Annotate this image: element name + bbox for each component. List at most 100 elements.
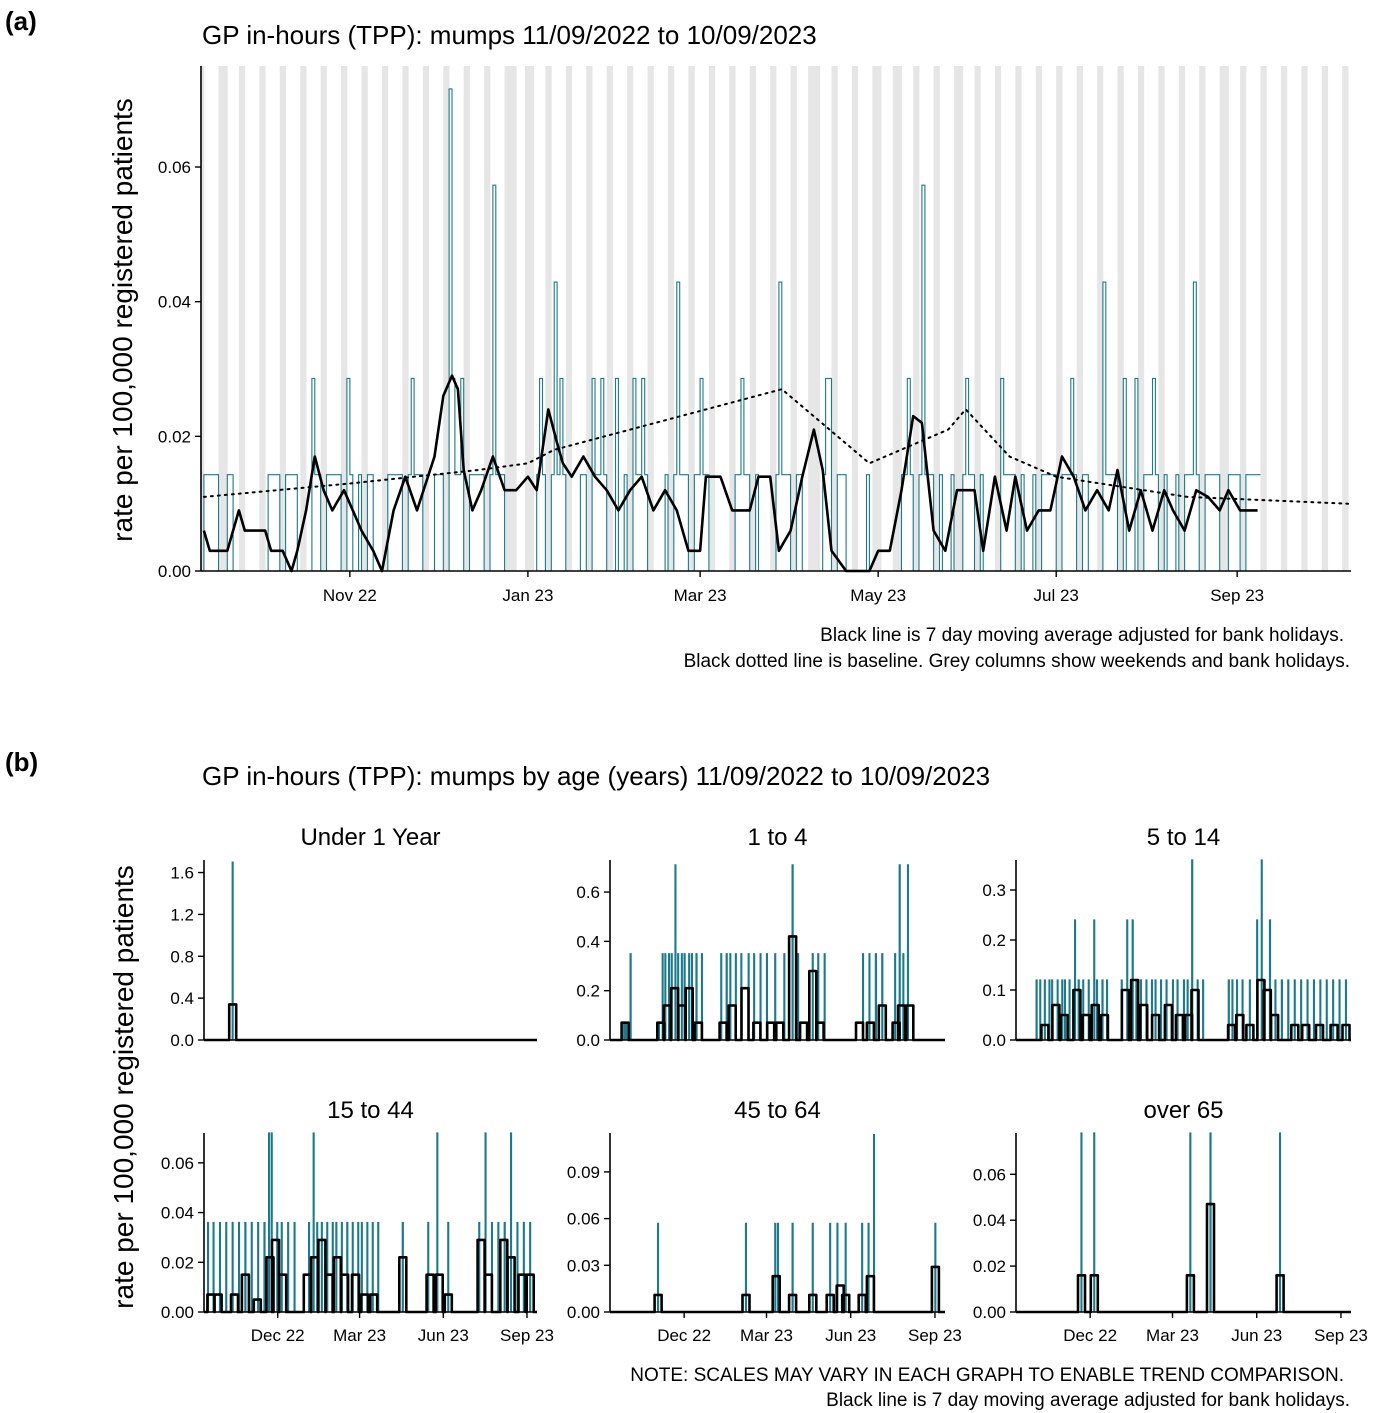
panel-a-caption-line-1: Black line is 7 day moving average adjus… [820, 625, 1344, 646]
daily-spike [280, 1221, 283, 1312]
daily-spike [1300, 979, 1303, 1040]
x-tick-label: Mar 23 [740, 1326, 793, 1345]
daily-spike [276, 1221, 279, 1312]
daily-spike [503, 1221, 506, 1312]
weekend-column [708, 66, 713, 571]
weekend-column [1222, 66, 1226, 571]
daily-spike [811, 953, 814, 1040]
daily-spike [1068, 979, 1071, 1040]
facet-title: 1 to 4 [747, 824, 807, 851]
weekend-column [466, 66, 470, 571]
daily-spike [674, 864, 677, 1040]
weekend-column [341, 66, 345, 571]
daily-spike [360, 1221, 363, 1312]
weekend-column [513, 66, 517, 571]
weekend-column [530, 66, 535, 571]
weekend-column [1035, 66, 1040, 571]
daily-spike [1106, 979, 1109, 1040]
daily-spike [244, 1221, 247, 1312]
baseline-dotted-line [202, 388, 1350, 505]
y-tick-label: 0.00 [161, 1303, 194, 1322]
y-tick-label: 0.6 [576, 883, 600, 902]
x-tick-label: Jun 23 [418, 1326, 469, 1345]
daily-spike [1279, 1132, 1282, 1312]
weekend-column [1076, 66, 1080, 571]
facet-title: 45 to 64 [734, 1097, 821, 1124]
weekend-column [808, 66, 812, 571]
weekend-column [668, 66, 672, 571]
daily-spike [263, 1221, 266, 1312]
weekend-column [586, 66, 590, 571]
facet-title: over 65 [1143, 1097, 1223, 1124]
daily-spike [759, 953, 762, 1040]
daily-spike [287, 1221, 290, 1312]
weekend-column [364, 66, 368, 571]
weekend-column [565, 66, 570, 571]
daily-spike [1095, 979, 1099, 1040]
daily-spike [817, 953, 820, 1040]
daily-spike [1074, 919, 1077, 1040]
daily-spike [862, 953, 865, 1040]
daily-spike [257, 1221, 260, 1312]
daily-spike [829, 1222, 832, 1312]
daily-spike [1176, 979, 1179, 1040]
weekend-column [773, 66, 777, 571]
daily-spike [1268, 919, 1272, 1040]
daily-spike [1293, 979, 1296, 1040]
y-tick-label: 0.1 [982, 981, 1006, 1000]
weekend-column [381, 66, 386, 571]
daily-spike [688, 953, 691, 1040]
daily-spike [335, 1221, 338, 1312]
daily-spike [894, 953, 897, 1040]
panel-b-y-axis-label: rate per 100,000 registered patients [108, 865, 139, 1309]
daily-spike [1154, 979, 1157, 1040]
weekend-column [1199, 66, 1203, 571]
daily-spike [497, 1221, 500, 1312]
daily-spike [1325, 979, 1328, 1040]
daily-spike [902, 953, 905, 1040]
weekend-column [994, 66, 999, 571]
weekend-column [545, 66, 549, 571]
daily-spike [664, 953, 667, 1040]
facet-over-65: over 65 0.00 0.02 0.04 0.06 Dec 22 Mar 23 Jun 2… [973, 1097, 1368, 1345]
y-tick-label: 0.0 [982, 1031, 1006, 1050]
weekend-column [384, 66, 389, 571]
weekend-column [524, 66, 529, 571]
daily-spike [207, 1221, 210, 1312]
x-tick-label: Dec 22 [251, 1326, 305, 1345]
daily-spike [783, 953, 786, 1040]
weekend-column [898, 66, 902, 571]
weekend-column [816, 66, 821, 571]
x-tick-label: Sep 23 [1210, 586, 1264, 605]
panel-b-title: GP in-hours (TPP): mumps by age (years) … [202, 761, 990, 791]
moving-average-line [202, 374, 1258, 573]
daily-spike [1186, 979, 1189, 1040]
weekend-column [749, 66, 754, 571]
daily-spike [293, 1221, 296, 1312]
weekend-column [221, 66, 225, 571]
daily-spike [791, 1222, 794, 1312]
daily-spike [774, 953, 777, 1040]
weekend-column [956, 66, 961, 571]
y-tick-label: 0.4 [576, 932, 600, 951]
weekend-column [813, 66, 818, 571]
daily-spike [1048, 979, 1051, 1040]
daily-spike [1274, 979, 1277, 1040]
weekend-column [851, 66, 856, 571]
weekend-column [647, 66, 651, 571]
weekend-column [630, 66, 634, 571]
daily-spike [218, 1221, 221, 1312]
weekend-column [1038, 66, 1043, 571]
weekend-column [1342, 66, 1346, 571]
weekend-column [344, 66, 348, 571]
y-tick-label: 0.02 [973, 1257, 1006, 1276]
weekend-column [548, 66, 552, 571]
daily-spike [1082, 979, 1085, 1040]
weekend-column [916, 66, 920, 571]
daily-spike [725, 953, 728, 1040]
daily-spike [874, 953, 877, 1040]
daily-spike [1087, 979, 1090, 1040]
daily-spike [881, 953, 884, 1040]
daily-spike [695, 953, 698, 1040]
